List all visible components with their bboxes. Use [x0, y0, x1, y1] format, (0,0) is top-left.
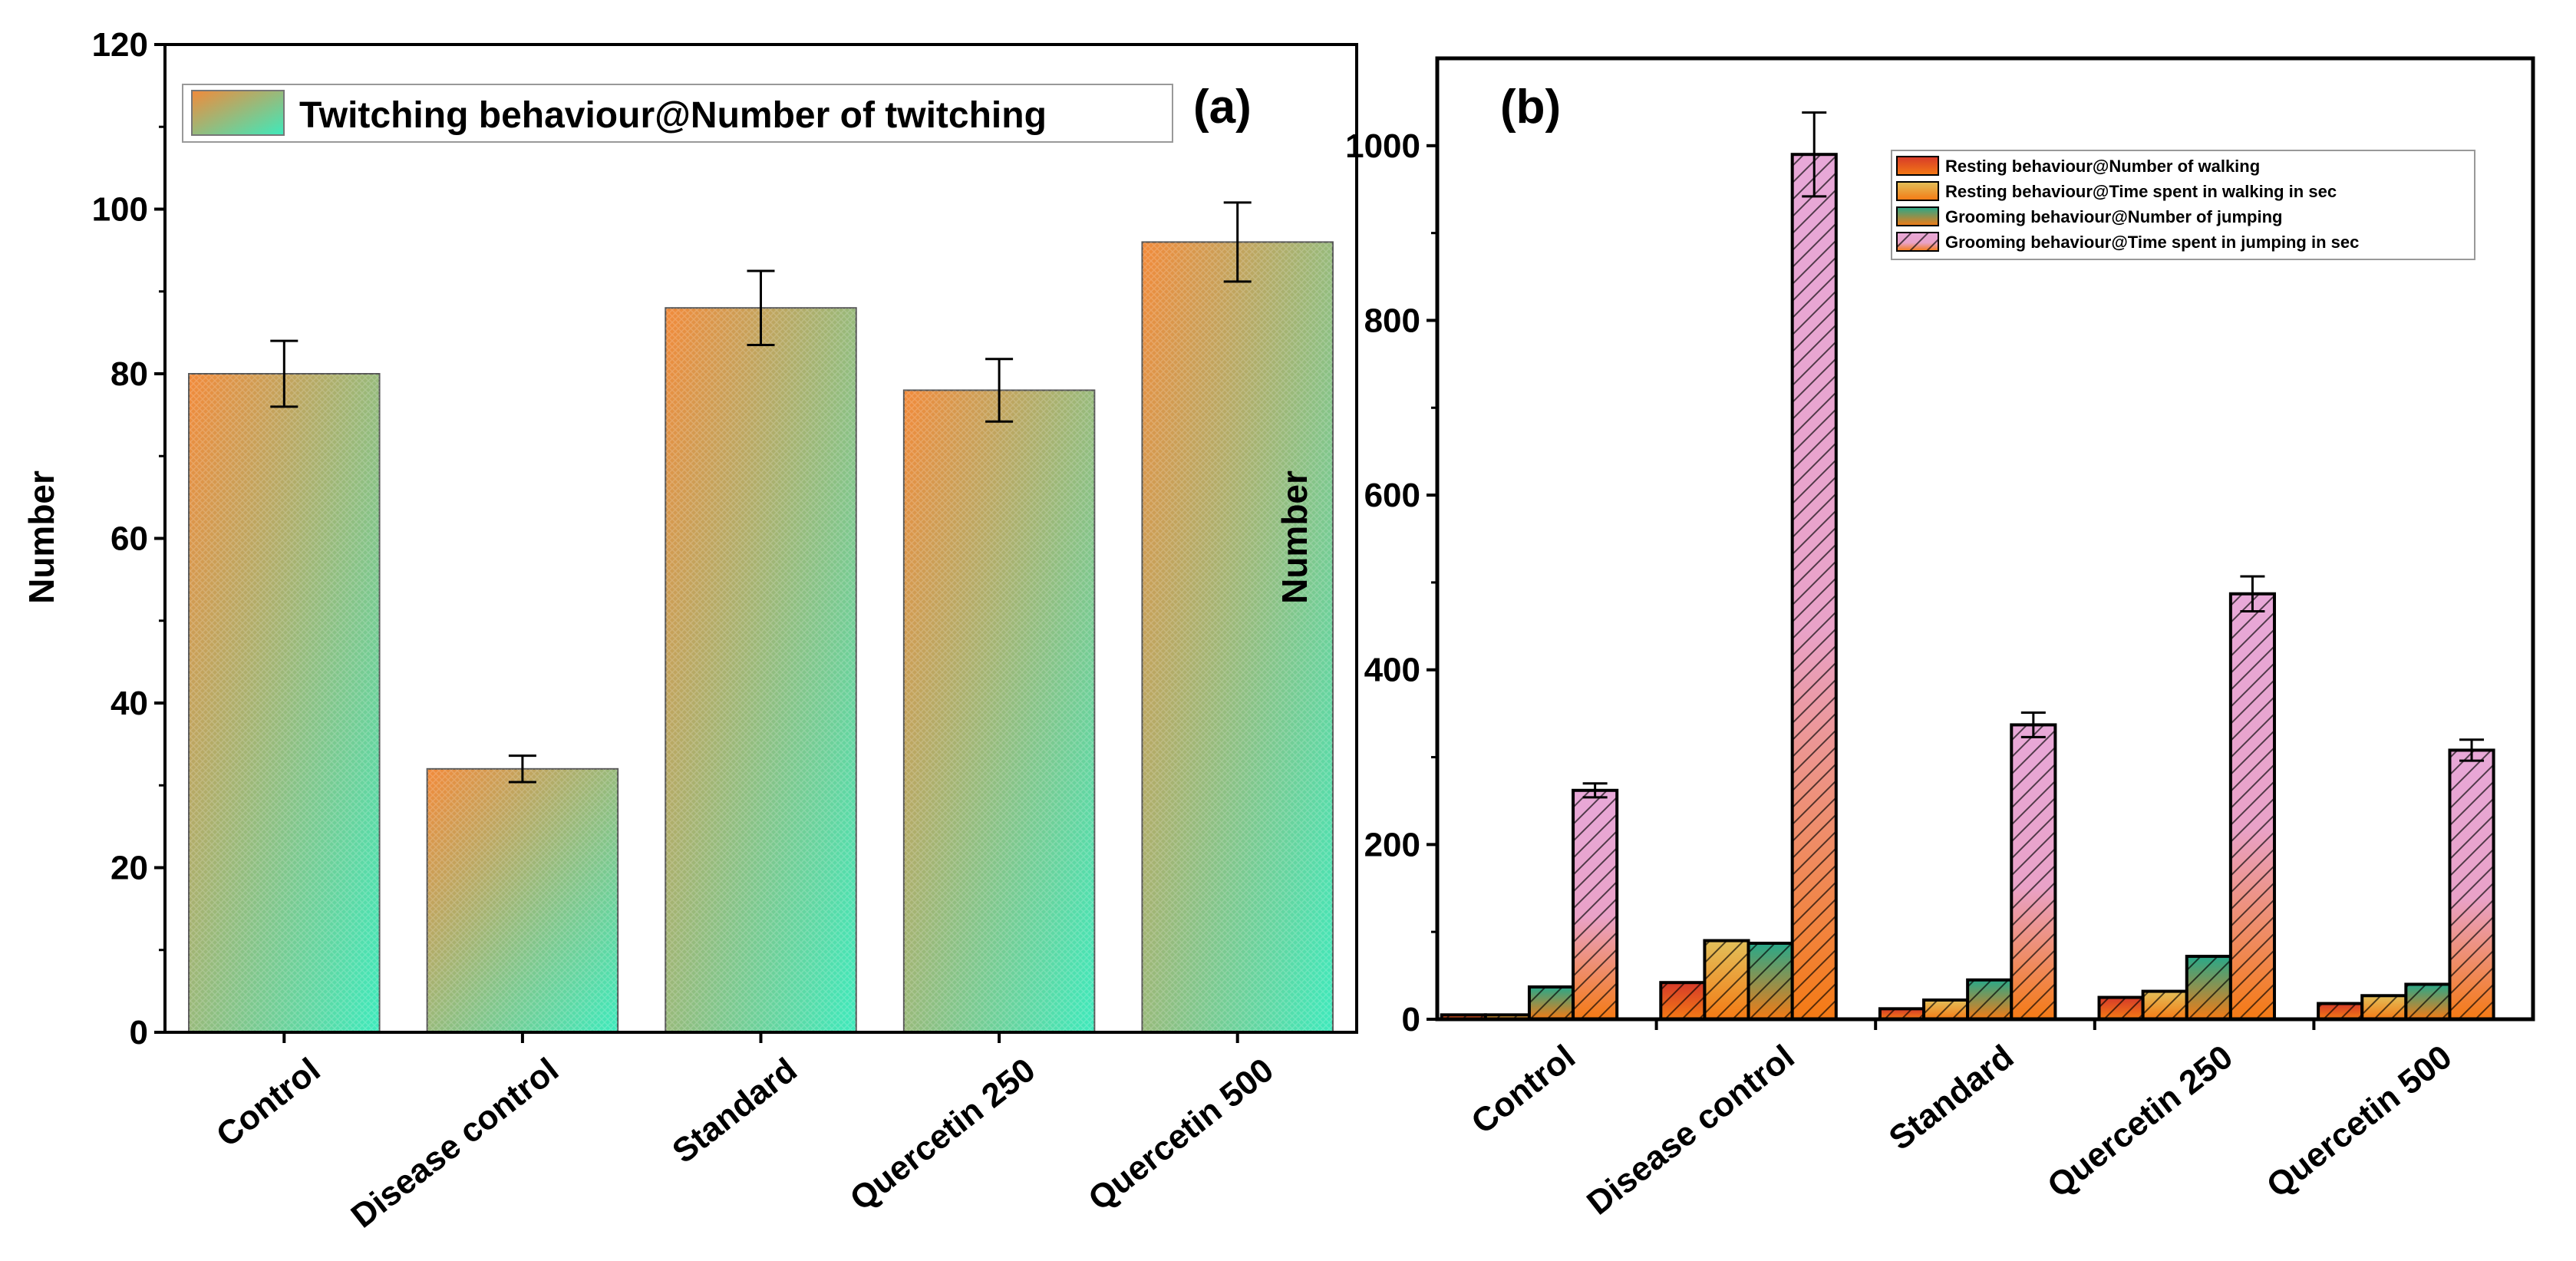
panel-b-legend-label-4: Grooming behaviour@Time spent in jumping… [1945, 233, 2359, 252]
panel-b-bar-hatch [2362, 995, 2406, 1019]
panel-b-bar-hatch [2011, 725, 2056, 1019]
panel-a-label: (a) [1193, 81, 1252, 134]
panel-b: 0 200 400 600 800 1000 Number (b) Resting beh… [1275, 56, 2535, 1223]
panel-b-bar-hatch [2142, 991, 2187, 1019]
panel-b-bar-hatch [1704, 940, 1749, 1019]
panel-b-bar-hatch [1573, 790, 1618, 1019]
panel-b-category-label: Control [1465, 1038, 1582, 1141]
panel-b-bar-hatch [1661, 982, 1705, 1019]
panel-b-ytick-label: 400 [1364, 652, 1420, 689]
panel-b-bar-hatch [2186, 956, 2231, 1019]
panel-a: 0 20 40 60 80 100 120 Number (a) Twitching beh… [21, 26, 1358, 1236]
panel-a-bars [188, 201, 1334, 1043]
panel-a-bar-texture [189, 374, 380, 1032]
panel-a-bar-texture [903, 390, 1095, 1032]
panel-b-axes-frame [1435, 56, 2535, 1022]
panel-a-bar-texture [1142, 242, 1333, 1032]
panel-b-ytick-label: 1000 [1345, 127, 1420, 165]
panel-a-category-label: Control [209, 1051, 327, 1154]
panel-b-legend-label-3: Grooming behaviour@Number of jumping [1945, 207, 2282, 226]
panel-b-legend-box [1891, 150, 2475, 260]
panel-b-bar-hatch [1748, 942, 1793, 1019]
panel-b-ytick-label: 200 [1364, 826, 1420, 863]
panel-b-ytick-label: 600 [1364, 477, 1420, 514]
panel-b-ytick-label: 800 [1364, 302, 1420, 339]
panel-b-legend-swatch-3 [1896, 206, 1939, 226]
panel-b-category-label: Quercetin 500 [2260, 1038, 2459, 1205]
panel-a-axes-frame [163, 43, 1358, 1034]
panel-b-label: (b) [1500, 81, 1561, 134]
panel-b-ylabel: Number [1275, 470, 1314, 604]
panel-b-bar-hatch [2406, 984, 2450, 1019]
panel-a-ytick-label: 100 [92, 191, 148, 229]
panel-a-legend: Twitching behaviour@Number of twitching [182, 84, 1173, 143]
panel-a-ylabel: Number [21, 470, 61, 604]
panel-b-bar-hatch [1924, 999, 1968, 1019]
panel-b-legend: Resting behaviour@Number of walking Rest… [1891, 150, 2475, 260]
panel-b-category-label: Standard [1882, 1038, 2020, 1157]
panel-a-ytick-label: 120 [92, 26, 148, 64]
panel-b-bar-hatch [2099, 997, 2143, 1019]
panel-a-bar-texture [427, 768, 618, 1032]
panel-a-category-label: Quercetin 500 [1081, 1051, 1281, 1218]
panel-b-legend-swatch-1 [1896, 156, 1939, 176]
panel-b-bar-hatch [1967, 979, 2012, 1019]
panel-a-legend-box [182, 84, 1173, 143]
panel-a-ytick-label: 20 [110, 850, 148, 887]
panel-b-gridticks: 0 200 400 600 800 1000 [1345, 127, 1437, 1038]
panel-b-bar-hatch [1529, 986, 1574, 1019]
panel-a-category-labels: Control Disease control Standard Quercetin … [209, 1051, 1281, 1235]
panel-a-category-label: Standard [665, 1051, 803, 1170]
panel-a-ytick-label: 0 [130, 1014, 148, 1051]
panel-b-bar-hatch [1792, 154, 1836, 1020]
panel-b-ytick-label: 0 [1402, 1001, 1420, 1038]
panel-b-bar-hatch [2449, 750, 2494, 1019]
panel-a-ytick-label: 40 [110, 685, 148, 722]
panel-b-bar-hatch [2230, 593, 2274, 1019]
panel-a-legend-swatch [191, 90, 285, 136]
panel-a-category-label: Disease control [345, 1051, 566, 1235]
panel-b-legend-label-1: Resting behaviour@Number of walking [1945, 157, 2260, 176]
panel-a-gridticks: 0 20 40 60 80 100 120 [92, 26, 165, 1051]
panel-a-category-label: Quercetin 250 [843, 1051, 1043, 1218]
panel-b-bar-hatch [1441, 1015, 1486, 1019]
panel-b-bar-hatch [1485, 1015, 1529, 1019]
panel-a-ytick-label: 60 [110, 520, 148, 558]
panel-b-bar-hatch [1879, 1008, 1925, 1019]
panel-b-legend-swatch-2 [1896, 181, 1939, 201]
panel-b-legend-label-2: Resting behaviour@Time spent in walking … [1945, 182, 2337, 201]
panel-a-legend-label: Twitching behaviour@Number of twitching [299, 95, 1047, 136]
panel-b-category-label: Quercetin 250 [2040, 1038, 2240, 1205]
panel-b-bar-hatch [2318, 1003, 2363, 1019]
panel-a-ytick-label: 80 [110, 355, 148, 393]
panel-b-category-label: Disease control [1580, 1038, 1801, 1222]
panel-b-legend-swatch-4-hatch [1897, 233, 1938, 251]
panel-a-bar-texture [665, 308, 856, 1032]
